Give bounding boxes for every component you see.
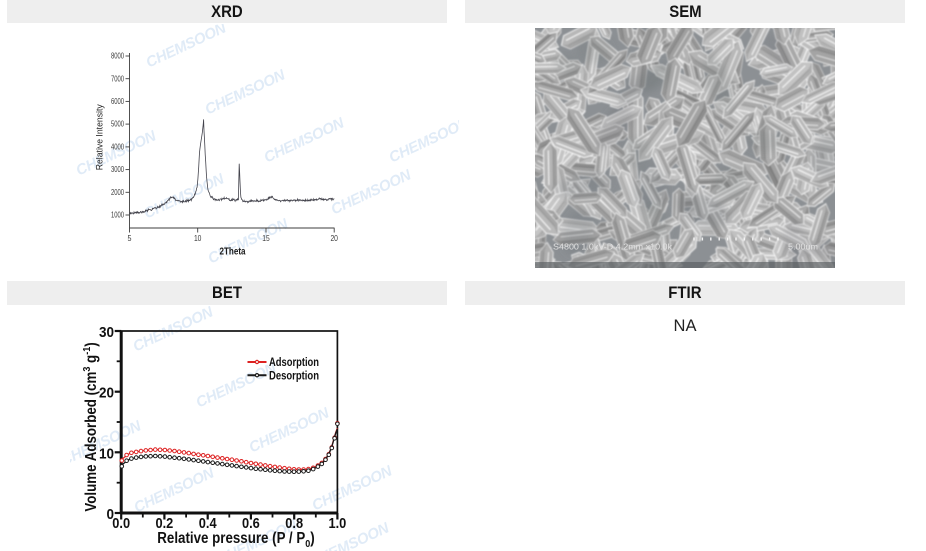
svg-text:6000: 6000 (111, 97, 124, 106)
svg-text:2Theta: 2Theta (220, 246, 246, 258)
svg-text:30: 30 (99, 324, 114, 341)
svg-text:0: 0 (107, 506, 115, 523)
svg-text:1000: 1000 (111, 211, 124, 220)
svg-text:2000: 2000 (111, 188, 124, 197)
svg-text:5000: 5000 (111, 120, 124, 129)
svg-text:1.0: 1.0 (329, 515, 347, 532)
svg-text:0.0: 0.0 (112, 515, 130, 532)
svg-text:5.00um: 5.00um (788, 242, 818, 252)
svg-text:Relative Intensity: Relative Intensity (94, 104, 105, 170)
svg-text:0.2: 0.2 (156, 515, 174, 532)
svg-text:Adsorption: Adsorption (269, 357, 319, 369)
svg-text:4000: 4000 (111, 143, 124, 152)
svg-text:Desorption: Desorption (269, 370, 319, 382)
svg-text:0.6: 0.6 (242, 515, 260, 532)
svg-text:15: 15 (262, 233, 270, 243)
svg-text:5: 5 (128, 233, 132, 243)
svg-text:10: 10 (99, 445, 114, 462)
svg-text:10: 10 (194, 233, 202, 243)
svg-text:7000: 7000 (111, 74, 124, 83)
svg-text:S4800 1.0kV-D 4.2mm x10.0k: S4800 1.0kV-D 4.2mm x10.0k (553, 242, 673, 252)
svg-text:8000: 8000 (111, 52, 124, 61)
svg-text:0.8: 0.8 (285, 515, 303, 532)
svg-text:0.4: 0.4 (199, 515, 217, 532)
svg-text:3000: 3000 (111, 165, 124, 174)
svg-text:20: 20 (330, 233, 338, 243)
svg-text:20: 20 (99, 385, 114, 402)
